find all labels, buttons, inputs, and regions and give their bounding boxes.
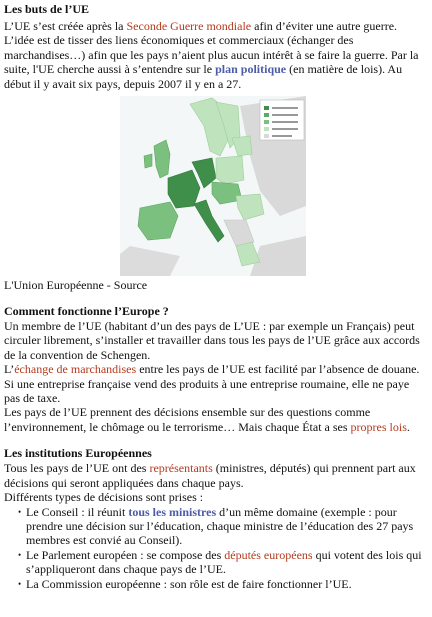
paragraph-decision-types: Différents types de décisions sont prise… [4,490,204,505]
list-item-commission: La Commission européenne : son rôle est … [18,577,428,592]
paragraph-common-decisions: Les pays de l’UE prennent des décisions … [4,405,410,434]
link-all-ministers[interactable]: tous les ministres [128,504,217,519]
section-title-eu-institutions: Les institutions Européennes [4,446,152,461]
eu-map-illustration [120,96,306,277]
list-item-council: Le Conseil : il réunit tous les ministre… [18,504,428,548]
section-eu-goals: Les buts de l’UE L’UE s’est créée après … [4,2,428,292]
eu-map-image [120,96,306,277]
list-item-parliament: Le Parlement européen : se compose des d… [18,547,428,577]
section-how-eu-works: Comment fonctionne l’Europe ? Un membre … [4,304,428,434]
paragraph-creation: L’UE s’est créée après la Seconde Guerre… [4,19,398,33]
paragraph-goods-exchange: L’échange de marchandises entre les pays… [4,362,420,406]
link-world-war-2[interactable]: Seconde Guerre mondiale [126,19,252,33]
link-european-deputies[interactable]: députés européens [224,547,313,562]
link-representatives[interactable]: représentants [149,461,213,476]
link-goods-exchange[interactable]: échange de marchandises [14,362,137,377]
paragraph-economic-ties: L’idée est de tisser des liens économiqu… [4,33,419,91]
link-own-laws[interactable]: propres lois [350,419,407,434]
institutions-list: Le Conseil : il réunit tous les ministre… [4,504,428,592]
paragraph-free-movement: Un membre de l’UE (habitant d’un des pay… [4,319,420,362]
paragraph-representatives: Tous les pays de l’UE ont des représenta… [4,461,416,490]
article: Les buts de l’UE L’UE s’est créée après … [4,2,428,591]
section-eu-institutions: Les institutions Européennes Tous les pa… [4,446,428,591]
section-title-how-eu-works: Comment fonctionne l’Europe ? [4,304,169,319]
map-caption: L'Union Européenne - Source [4,278,148,293]
section-title-eu-goals: Les buts de l’UE [4,2,90,16]
link-political-plan[interactable]: plan politique [215,62,287,77]
